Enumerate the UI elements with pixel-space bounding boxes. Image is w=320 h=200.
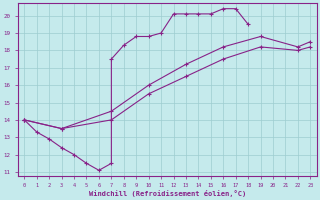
X-axis label: Windchill (Refroidissement éolien,°C): Windchill (Refroidissement éolien,°C)	[89, 190, 246, 197]
